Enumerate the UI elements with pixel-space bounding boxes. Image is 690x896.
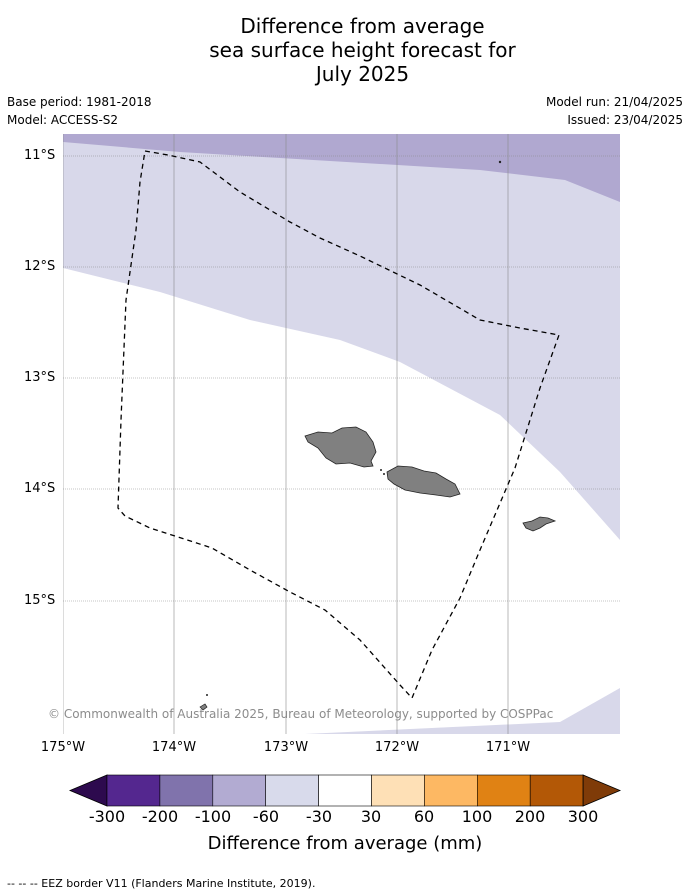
colorbar-tick: 300	[567, 807, 599, 826]
colorbar-tick: 200	[514, 807, 546, 826]
lat-label-11s: 11°S	[24, 148, 56, 163]
colorbar-tick: 100	[461, 807, 493, 826]
savaii-island	[304, 426, 377, 468]
colorbar-tick: -30	[305, 807, 333, 826]
islet	[383, 473, 385, 475]
colorbar-tick: -200	[141, 807, 179, 826]
lon-label-171w: 171°W	[485, 740, 531, 755]
lat-label-14s: 14°S	[24, 481, 56, 496]
colorbar-segments	[68, 774, 622, 807]
lon-label-175w: 175°W	[40, 740, 86, 755]
colorbar-tick: -100	[194, 807, 232, 826]
colorbar-segment	[159, 774, 214, 807]
swains-island	[498, 160, 502, 164]
colorbar-segment	[424, 774, 478, 807]
colorbar-segment	[529, 774, 584, 807]
islet	[199, 703, 208, 711]
issued-date: Issued: 23/04/2025	[567, 113, 683, 127]
lon-label-172w: 172°W	[374, 740, 420, 755]
colorbar-tick: 30	[360, 807, 382, 826]
colorbar-extend-low	[68, 774, 108, 807]
colorbar-title: Difference from average (mm)	[207, 833, 483, 854]
base-period: Base period: 1981-2018	[7, 95, 152, 109]
anomaly-band-dark	[63, 134, 620, 202]
lat-label-13s: 13°S	[24, 370, 56, 385]
map-area	[63, 134, 620, 734]
anomaly-band-southeast	[305, 688, 620, 734]
colorbar-segment	[318, 774, 372, 807]
eez-footnote: -- -- -- EEZ border V11 (Flanders Marine…	[7, 877, 316, 890]
lat-label-12s: 12°S	[24, 259, 56, 274]
model-run: Model run: 21/04/2025	[545, 95, 683, 109]
islet	[206, 694, 208, 696]
colorbar-tick: -60	[252, 807, 280, 826]
lat-label-15s: 15°S	[24, 593, 56, 608]
upolu-island	[386, 465, 461, 498]
anomaly-band-light	[63, 134, 620, 540]
colorbar-segment	[371, 774, 425, 807]
colorbar-segment	[265, 774, 319, 807]
colorbar-extend-high	[582, 774, 622, 807]
lon-label-173w: 173°W	[263, 740, 309, 755]
colorbar-tick: -300	[88, 807, 126, 826]
colorbar-segment	[212, 774, 267, 807]
colorbar-segment	[476, 774, 531, 807]
title-line-2: sea surface height forecast for	[209, 38, 516, 62]
copyright-notice: © Commonwealth of Australia 2025, Bureau…	[48, 707, 554, 721]
model-name: Model: ACCESS-S2	[7, 113, 119, 127]
islet	[380, 469, 382, 471]
tutuila-island	[522, 516, 557, 532]
colorbar-segment	[106, 774, 161, 807]
map-title: Difference from average sea surface heig…	[0, 14, 690, 86]
graticule	[63, 134, 620, 734]
title-line-3: July 2025	[315, 62, 410, 86]
title-line-1: Difference from average	[240, 14, 485, 38]
colorbar-tick: 60	[413, 807, 435, 826]
lon-label-174w: 174°W	[151, 740, 197, 755]
